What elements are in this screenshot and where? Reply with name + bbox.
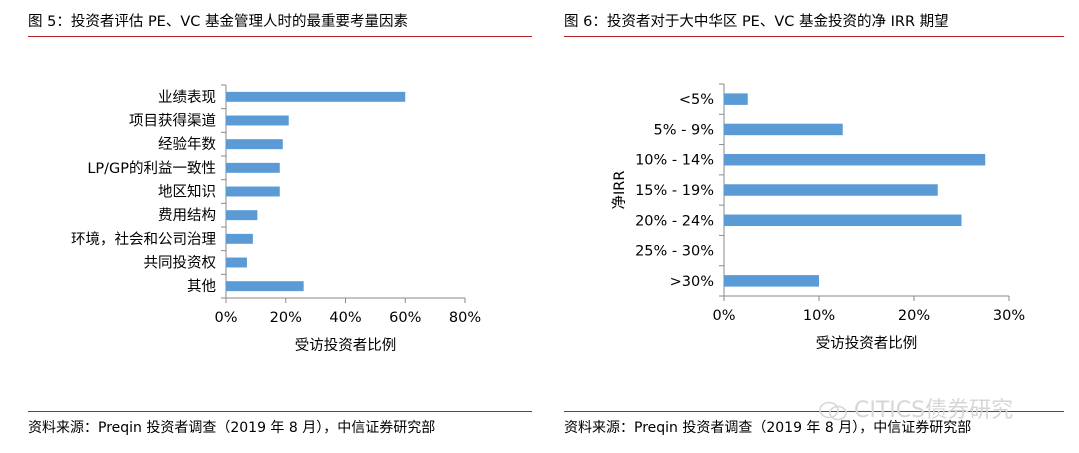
left-chart-title: 图 5：投资者评估 PE、VC 基金管理人时的最重要考量因素 — [28, 14, 408, 30]
right-bar — [724, 184, 938, 196]
right-bar — [724, 214, 962, 227]
right-category-label: 5% - 9% — [654, 122, 714, 138]
right-source-note: 资料来源：Preqin 投资者调查（2019 年 8 月），中信证券研究部 — [564, 420, 972, 436]
right-x-tick-label: 10% — [803, 308, 835, 324]
left-bar — [226, 91, 406, 102]
left-x-tick-label: 80% — [449, 310, 481, 326]
left-x-tick-label: 40% — [329, 310, 361, 326]
left-category-label: 费用结构 — [158, 207, 216, 224]
right-y-axis-label: 净IRR — [611, 171, 628, 210]
left-category-label: 业绩表现 — [158, 89, 216, 106]
left-bar — [226, 162, 280, 173]
wechat-icon — [819, 401, 847, 421]
left-category-label: 地区知识 — [158, 184, 216, 201]
left-category-label: LP/GP的利益一致性 — [87, 160, 216, 177]
right-x-tick-label: 20% — [898, 308, 930, 324]
left-source-note: 资料来源：Preqin 投资者调查（2019 年 8 月），中信证券研究部 — [28, 420, 436, 436]
left-bar — [226, 233, 253, 244]
left-category-label: 共同投资权 — [144, 255, 217, 272]
left-bar — [226, 139, 283, 150]
right-panel: 图 6：投资者对于大中华区 PE、VC 基金投资的净 IRR 期望 <5% 5% … — [564, 0, 1064, 453]
left-category-label: 环境，社会和公司治理 — [71, 230, 216, 248]
right-x-tick-label: 30% — [993, 308, 1025, 324]
left-x-tick-label: 60% — [389, 310, 421, 326]
right-x-tick-label: 0% — [712, 308, 735, 324]
left-category-label: 经验年数 — [158, 136, 216, 153]
right-category-label: <5% — [679, 92, 714, 108]
watermark-text: CITICS债券研究 — [854, 398, 1014, 423]
left-title-rule — [28, 36, 532, 37]
right-category-label: >30% — [670, 274, 714, 290]
left-bar — [226, 257, 247, 268]
left-bar — [226, 186, 280, 197]
watermark: CITICS债券研究 — [818, 392, 1013, 424]
right-chart-title: 图 6：投资者对于大中华区 PE、VC 基金投资的净 IRR 期望 — [564, 14, 949, 30]
right-bar — [724, 153, 986, 166]
left-panel: 图 5：投资者评估 PE、VC 基金管理人时的最重要考量因素 业绩表现项目获得渠… — [28, 0, 532, 453]
left-bar — [226, 210, 258, 221]
right-x-axis-label: 受访投资者比例 — [816, 335, 918, 352]
right-category-label: 10% - 14% — [635, 153, 714, 169]
right-title-rule — [564, 36, 1064, 37]
left-bar — [226, 115, 289, 126]
left-bar — [226, 281, 304, 292]
right-bar — [724, 275, 819, 287]
right-bar — [724, 93, 748, 105]
left-x-tick-label: 0% — [214, 310, 237, 326]
right-category-label: 20% - 24% — [635, 213, 714, 229]
left-x-tick-label: 20% — [270, 310, 302, 326]
left-category-label: 项目获得渠道 — [129, 113, 216, 130]
right-bar — [724, 123, 843, 136]
right-source-rule — [564, 411, 1064, 412]
right-category-label: 25% - 30% — [635, 244, 714, 260]
left-category-label: 其他 — [187, 278, 216, 295]
left-x-axis-label: 受访投资者比例 — [295, 337, 397, 354]
right-bar-chart: <5% 5% - 9% 10% - 14% 15% - 19% 20% - 24% 25%… — [611, 83, 1025, 352]
left-source-rule — [28, 411, 532, 412]
right-category-label: 15% - 19% — [635, 183, 714, 199]
